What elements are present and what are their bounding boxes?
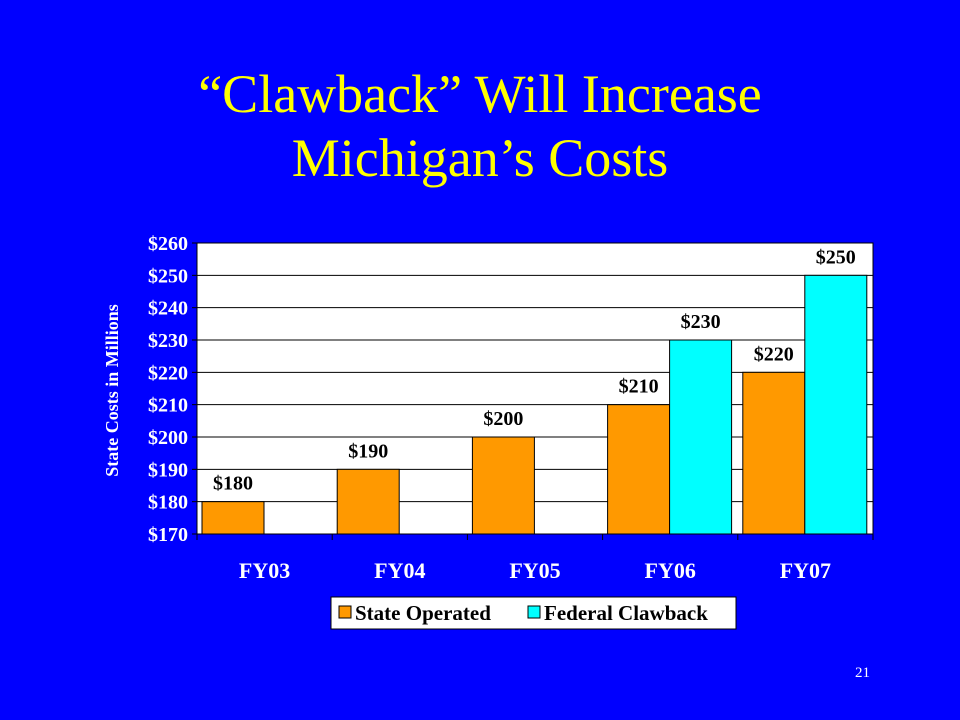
bar-state-operated: [607, 404, 671, 535]
x-tick-label: FY06: [645, 558, 696, 583]
legend-swatch-federal-clawback: [527, 605, 541, 619]
data-label: $180: [213, 473, 253, 495]
y-tick-label: $210: [148, 395, 188, 417]
bar-state-operated: [201, 501, 265, 535]
y-tick-label: $260: [148, 233, 188, 255]
bar-federal-clawback: [669, 339, 733, 535]
bar-state-operated: [336, 468, 400, 535]
y-axis-label: State Costs in Millions: [102, 304, 122, 477]
y-tick-label: $190: [148, 459, 188, 481]
y-tick-label: $220: [148, 362, 188, 384]
legend-swatch-state-operated: [338, 605, 352, 619]
y-tick-label: $180: [148, 492, 188, 514]
data-label: $200: [483, 408, 523, 430]
slide-title: “Clawback” Will Increase Michigan’s Cost…: [0, 62, 960, 190]
legend-label-state-operated: State Operated: [355, 601, 491, 625]
x-tick-label: FY07: [780, 558, 831, 583]
slide-title-line-2: Michigan’s Costs: [291, 128, 669, 188]
page-number: 21: [855, 665, 870, 681]
slide-title-line-1: “Clawback” Will Increase: [198, 64, 762, 124]
y-tick-label: $170: [148, 524, 188, 546]
data-label: $190: [348, 440, 388, 462]
y-tick-label: $230: [148, 330, 188, 352]
x-tick-label: FY04: [374, 558, 425, 583]
data-label: $220: [754, 343, 794, 365]
x-tick-label: FY03: [239, 558, 290, 583]
legend-label-federal-clawback: Federal Clawback: [544, 601, 708, 625]
x-tick-label: FY05: [509, 558, 560, 583]
y-tick-label: $240: [148, 298, 188, 320]
data-label: $230: [681, 311, 721, 333]
data-label: $210: [619, 376, 659, 398]
bar-state-operated: [471, 436, 535, 535]
bar-state-operated: [742, 371, 806, 535]
data-label: $250: [816, 246, 856, 268]
bar-federal-clawback: [804, 274, 868, 535]
y-tick-label: $200: [148, 427, 188, 449]
y-tick-label: $250: [148, 265, 188, 287]
